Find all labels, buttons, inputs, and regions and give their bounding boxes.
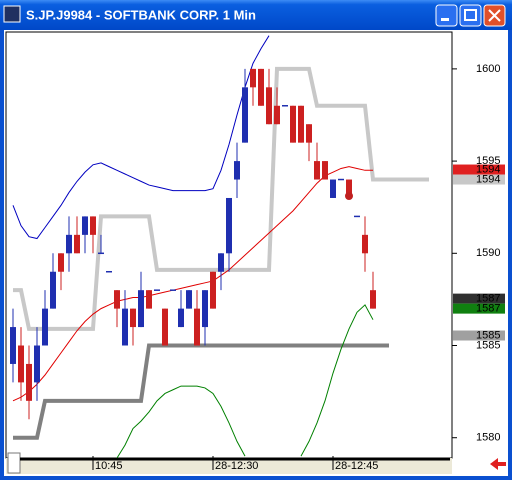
price-tag-label: 1585 [476,329,500,341]
candle-body [154,289,160,291]
indicator-line [13,343,389,440]
price-tag-label: 1587 [476,293,500,305]
price-tag-label: 1587 [476,303,500,315]
candle-body [90,216,96,235]
indicator-line [12,166,373,402]
candle-body [306,124,312,143]
candle-body [82,216,88,235]
candle-body [370,290,376,309]
x-tick-label: 28-12:30 [215,460,258,472]
scroll-thumb[interactable] [7,452,21,474]
candle-body [210,271,216,309]
candle-body [234,161,240,180]
indicator-line [116,385,246,459]
indicator-line [300,304,374,457]
candle-body [218,253,224,272]
candle-body [138,290,144,328]
plot: 1580 1585 1590 1595 1600 10:45 28-12:30 28-12:4… [10,35,505,472]
candle-body [130,308,136,328]
candle-body [346,179,352,198]
candle-body [98,252,104,255]
title-bar [0,0,512,30]
candle-body [106,270,112,273]
cursor-marker [345,192,353,200]
candle-body [242,87,248,143]
candle-body [250,68,256,88]
price-tag [453,330,505,341]
candle-body [298,105,304,143]
candle-body [170,289,176,291]
candle-body [10,327,16,364]
candle-body [362,234,368,254]
close-button[interactable] [483,4,506,27]
price-tag [453,174,505,185]
candle-body [66,234,72,254]
y-tick-label: 1580 [476,432,500,444]
candle-body [330,179,336,198]
candle-body [354,215,360,218]
candle-body [322,161,328,180]
candle-body [114,290,120,309]
candle-body [314,161,320,180]
y-tick-label: 1585 [476,339,500,351]
candle-body [178,308,184,328]
candle-body [290,105,296,143]
app-icon [3,5,21,23]
indicator-line [12,35,270,240]
candle-body [42,308,48,346]
candle-body [282,105,288,107]
candle-body [258,68,264,106]
time-axis-bar [6,458,452,474]
candle-body [58,253,64,272]
candle-body [266,87,272,125]
candle-body [26,363,32,401]
y-tick-label: 1595 [476,155,500,167]
x-tick-label: 28-12:45 [335,460,378,472]
price-tag [453,303,505,314]
price-tag [453,293,505,304]
maximize-button[interactable] [459,4,482,27]
minimize-button[interactable] [435,4,458,27]
window-title: S.JP.J9984 - SOFTBANK CORP. 1 Min [26,7,256,22]
candle-body [122,308,128,346]
candle-body [202,290,208,328]
candle-body [194,308,200,346]
y-tick-label: 1600 [476,63,500,75]
price-tag-label: 1594 [476,163,500,175]
candle-body [186,290,192,309]
y-tick-label: 1590 [476,247,500,259]
candle-body [274,105,280,125]
candle-body [146,290,152,309]
candle-body [18,345,24,383]
candle-body [74,234,80,254]
candle-body [162,308,168,346]
x-tick-label: 10:45 [95,460,123,472]
price-tag [453,164,505,175]
candle-body [226,197,232,254]
candle-body [34,345,40,383]
scroll-arrow[interactable] [490,458,506,470]
price-tag-label: 1594 [476,173,500,185]
candle-body [50,271,56,309]
candle-body [338,178,344,181]
